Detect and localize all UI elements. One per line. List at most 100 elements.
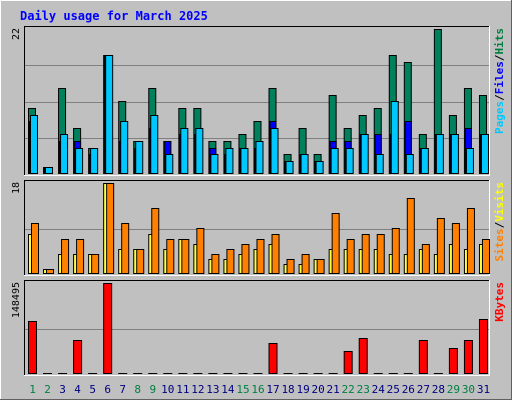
- legend-item-hits: Hits: [493, 28, 506, 55]
- bar-pages-16: [255, 141, 264, 174]
- bar-sites-11: [181, 239, 190, 274]
- x-label-day-4: 4: [74, 383, 81, 396]
- bar-pages-4: [75, 148, 84, 174]
- bar-sites-21: [331, 213, 340, 274]
- bar-pages-13: [210, 154, 219, 174]
- bar-kbytes-29: [448, 348, 458, 374]
- bar-sites-2: [46, 269, 55, 274]
- bar-pages-17: [270, 128, 279, 174]
- bar-pages-27: [420, 148, 429, 174]
- bar-kbytes-13: [208, 373, 218, 374]
- x-label-day-24: 24: [372, 383, 386, 396]
- bar-pages-3: [60, 134, 69, 174]
- y-max-label-visits_sites: 18: [11, 182, 22, 194]
- legend-hits_files_pages: Pages/Files/Hits: [493, 28, 506, 134]
- legend-separator: /: [493, 221, 506, 228]
- bar-sites-20: [316, 259, 325, 274]
- x-label-day-27: 27: [417, 383, 430, 396]
- bar-pages-14: [225, 148, 234, 174]
- bar-pages-2: [45, 167, 54, 174]
- bar-pages-8: [135, 141, 144, 174]
- bar-pages-23: [360, 134, 369, 174]
- bar-kbytes-26: [403, 373, 413, 374]
- bar-sites-29: [451, 223, 460, 274]
- bar-pages-10: [165, 154, 174, 174]
- bar-pages-31: [480, 134, 489, 174]
- x-label-day-18: 18: [281, 383, 294, 396]
- bar-sites-26: [406, 198, 415, 274]
- x-label-day-28: 28: [432, 383, 445, 396]
- bar-pages-11: [180, 128, 189, 174]
- bar-sites-24: [376, 234, 385, 274]
- x-label-day-10: 10: [161, 383, 174, 396]
- bar-sites-16: [256, 239, 265, 274]
- bar-pages-29: [450, 134, 459, 174]
- bar-kbytes-16: [253, 373, 263, 374]
- bar-kbytes-3: [58, 373, 68, 374]
- bar-kbytes-22: [343, 351, 353, 374]
- bar-kbytes-24: [373, 373, 383, 374]
- bar-pages-12: [195, 128, 204, 174]
- bar-pages-26: [405, 154, 414, 174]
- bar-kbytes-18: [283, 373, 293, 374]
- bar-sites-17: [271, 234, 280, 274]
- bar-kbytes-28: [433, 373, 443, 374]
- bar-sites-31: [481, 239, 490, 274]
- x-label-day-23: 23: [357, 383, 370, 396]
- bar-kbytes-5: [88, 373, 98, 374]
- x-label-day-6: 6: [104, 383, 111, 396]
- x-label-day-13: 13: [206, 383, 219, 396]
- x-label-day-31: 31: [477, 383, 490, 396]
- bar-sites-4: [76, 239, 85, 274]
- x-label-day-25: 25: [387, 383, 400, 396]
- x-axis-labels: 1 2 3 4 5 6 7 8 9 10 11 12 13 14 15 16 17 18 19 20 21 22 23 24 2…: [29, 383, 490, 396]
- legend-separator: /: [493, 54, 506, 61]
- bar-sites-23: [361, 234, 370, 274]
- bar-kbytes-8: [133, 373, 143, 374]
- plot-area-2: [24, 280, 490, 376]
- x-label-day-29: 29: [447, 383, 460, 396]
- bar-kbytes-14: [223, 373, 233, 374]
- bar-kbytes-30: [463, 340, 473, 374]
- bar-kbytes-10: [163, 373, 173, 374]
- bar-kbytes-17: [268, 343, 278, 374]
- bar-kbytes-20: [313, 373, 323, 374]
- bar-sites-28: [436, 218, 445, 274]
- bar-pages-1: [30, 115, 38, 174]
- bar-kbytes-7: [118, 373, 128, 374]
- x-label-day-17: 17: [266, 383, 279, 396]
- bar-sites-10: [166, 239, 175, 274]
- bar-kbytes-23: [358, 338, 368, 374]
- legend-item-kbytes: KBytes: [493, 282, 506, 322]
- bar-sites-15: [241, 244, 250, 274]
- x-label-day-22: 22: [342, 383, 355, 396]
- bar-pages-24: [375, 154, 384, 174]
- bar-kbytes-19: [298, 373, 308, 374]
- x-label-day-14: 14: [221, 383, 235, 396]
- bar-pages-25: [390, 101, 399, 174]
- bar-kbytes-4: [73, 340, 83, 374]
- bar-sites-9: [151, 208, 160, 274]
- x-label-day-16: 16: [251, 383, 264, 396]
- bar-pages-5: [90, 148, 99, 174]
- bar-pages-28: [435, 134, 444, 174]
- bar-sites-18: [286, 259, 295, 274]
- legend-visits_sites: Sites/Visits: [493, 182, 506, 262]
- bar-kbytes-9: [148, 373, 158, 374]
- bar-pages-6: [105, 55, 114, 174]
- bar-pages-7: [120, 121, 129, 174]
- x-label-day-21: 21: [327, 383, 340, 396]
- bar-kbytes-27: [418, 340, 428, 374]
- bar-kbytes-25: [388, 373, 398, 374]
- bar-sites-27: [421, 244, 430, 274]
- bar-sites-13: [211, 254, 220, 274]
- x-label-day-2: 2: [44, 383, 51, 396]
- y-max-label-hits_files_pages: 22: [11, 28, 22, 40]
- bar-sites-8: [136, 249, 145, 274]
- bar-sites-19: [301, 254, 310, 274]
- bar-sites-25: [391, 228, 400, 274]
- bar-sites-7: [121, 223, 130, 274]
- x-label-day-30: 30: [462, 383, 475, 396]
